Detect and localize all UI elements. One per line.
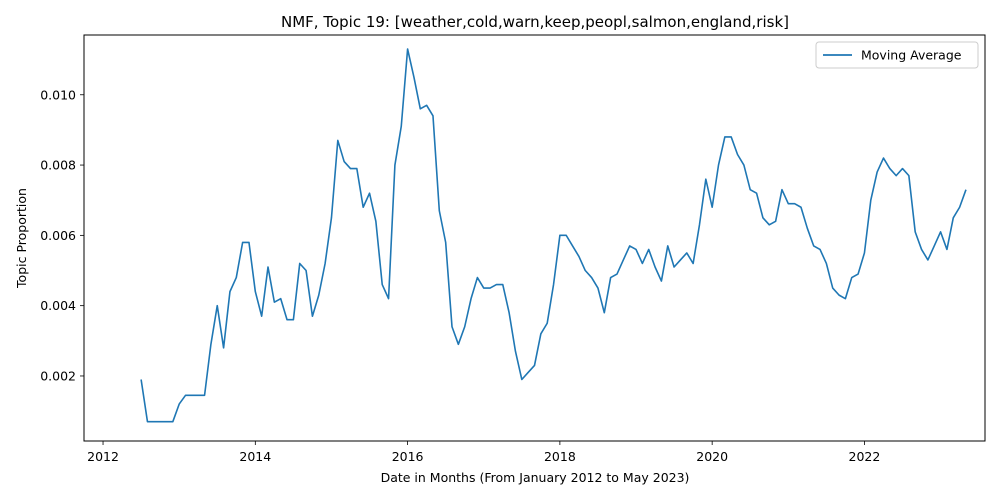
legend-label: Moving Average bbox=[861, 48, 962, 63]
plot-area bbox=[83, 34, 986, 442]
legend-box bbox=[815, 41, 979, 69]
x-tick-label: 2014 bbox=[239, 449, 271, 464]
x-tick-label: 2018 bbox=[544, 449, 576, 464]
x-axis: 2012 2014 2016 2018 2020 2022 bbox=[87, 441, 880, 464]
y-tick-label: 0.004 bbox=[40, 298, 76, 313]
y-tick-label: 0.008 bbox=[40, 158, 76, 173]
x-tick-label: 2020 bbox=[696, 449, 728, 464]
legend: Moving Average bbox=[815, 41, 979, 69]
chart-title: NMF, Topic 19: [weather,cold,warn,keep,p… bbox=[281, 13, 789, 31]
x-axis-label: Date in Months (From January 2012 to May… bbox=[381, 470, 690, 485]
y-tick-label: 0.010 bbox=[40, 87, 76, 102]
y-tick-label: 0.006 bbox=[40, 228, 76, 243]
y-axis: 0.002 0.004 0.006 0.008 0.010 bbox=[40, 87, 84, 383]
y-tick-label: 0.002 bbox=[40, 368, 76, 383]
series-layer bbox=[140, 48, 967, 423]
y-axis-label: Topic Proportion bbox=[14, 188, 29, 289]
x-tick-label: 2016 bbox=[392, 449, 424, 464]
x-tick-label: 2012 bbox=[87, 449, 119, 464]
series-line-moving-average bbox=[140, 48, 967, 423]
x-tick-label: 2022 bbox=[849, 449, 881, 464]
